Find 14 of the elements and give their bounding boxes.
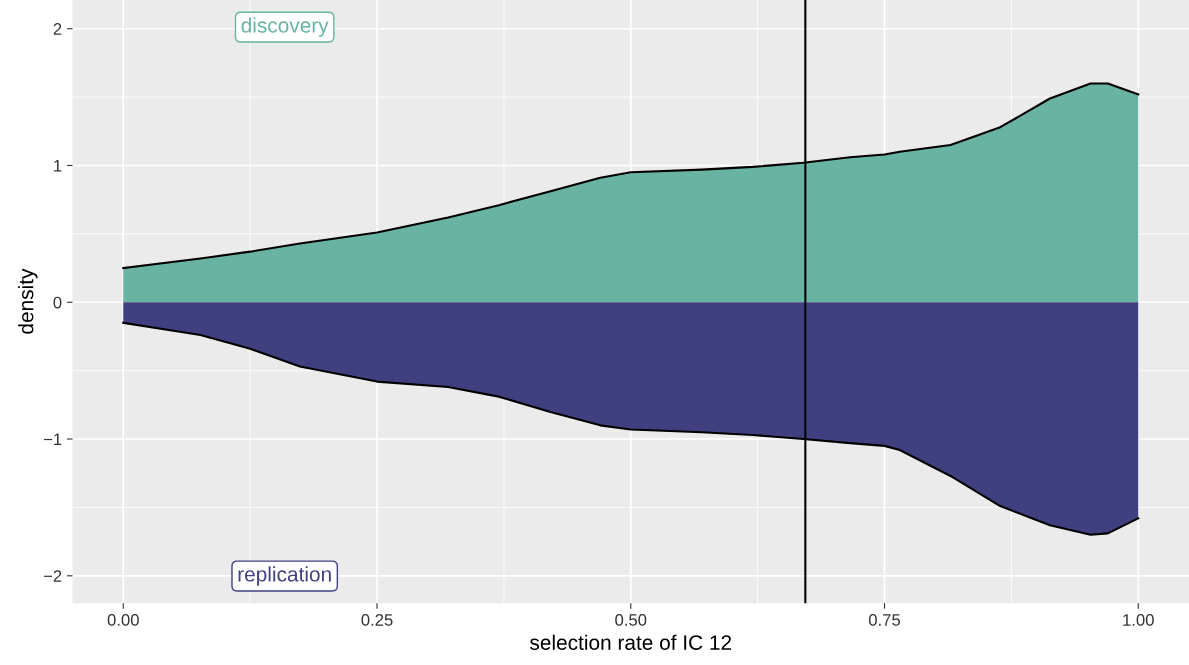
x-tick-label: 0.25 — [361, 614, 393, 626]
y-tick-label: −1 — [43, 433, 62, 446]
y-tick-label: −2 — [43, 570, 62, 582]
x-axis-title: selection rate of IC 12 — [530, 634, 732, 650]
x-tick-label: 0.50 — [615, 614, 647, 626]
text: replication — [238, 566, 331, 586]
y-tick-label: 1 — [54, 160, 62, 172]
x-tick-label: 0.00 — [107, 614, 139, 626]
x-tick-label: 0.75 — [868, 614, 901, 626]
y-tick-label: 2 — [53, 23, 62, 35]
x-tick-label: 1.00 — [1123, 614, 1154, 626]
y-axis-title: density — [18, 268, 38, 334]
y-tick-label: 0 — [53, 296, 62, 309]
text: discovery — [241, 17, 329, 37]
